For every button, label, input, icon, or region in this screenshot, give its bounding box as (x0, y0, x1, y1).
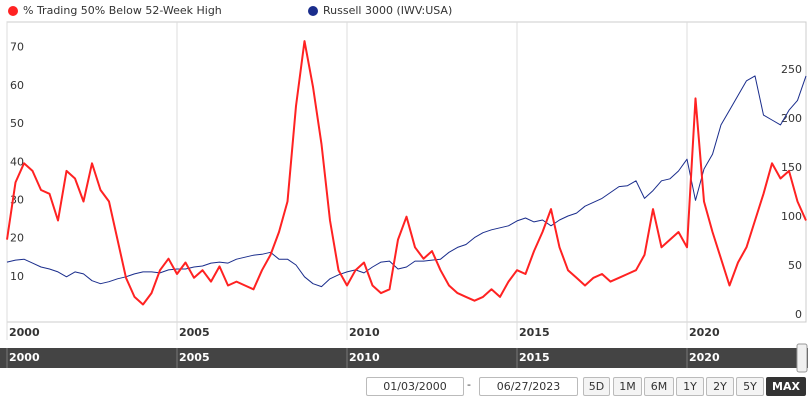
navigator-label: 2020 (689, 351, 720, 364)
y2-tick-label: 0 (795, 308, 802, 321)
y-tick-label: 10 (10, 270, 24, 283)
y2-tick-label: 250 (781, 63, 802, 76)
navigator-label: 2015 (519, 351, 550, 364)
y-tick-label: 20 (10, 232, 24, 245)
legend-marker (8, 6, 18, 16)
legend-label: Russell 3000 (IWV:USA) (323, 4, 452, 17)
range-button[interactable]: 6M (644, 377, 674, 396)
navigator[interactable] (0, 348, 808, 368)
x-tick-label: 2020 (689, 326, 720, 339)
navigator-label: 2005 (179, 351, 210, 364)
y-tick-label: 70 (10, 41, 24, 54)
navigator-label: 2000 (9, 351, 40, 364)
navigator-handle[interactable] (796, 343, 808, 373)
series-line (6, 75, 807, 288)
y2-tick-label: 150 (781, 161, 802, 174)
range-button[interactable]: 1M (613, 377, 642, 396)
date-separator: - (467, 378, 471, 391)
range-button[interactable]: 2Y (706, 377, 734, 396)
x-tick-label: 2015 (519, 326, 550, 339)
x-tick-label: 2005 (179, 326, 210, 339)
x-tick-label: 2010 (349, 326, 380, 339)
range-button[interactable]: 5Y (736, 377, 764, 396)
y-tick-label: 60 (10, 79, 24, 92)
legend-label: % Trading 50% Below 52-Week High (23, 4, 222, 17)
range-button[interactable]: MAX (766, 377, 806, 396)
y2-tick-label: 100 (781, 210, 802, 223)
start-date[interactable]: 01/03/2000 (366, 377, 464, 396)
series-line (6, 40, 807, 306)
range-button[interactable]: 5D (583, 377, 610, 396)
end-date[interactable]: 06/27/2023 (479, 377, 578, 396)
legend-marker (308, 6, 318, 16)
navigator-label: 2010 (349, 351, 380, 364)
x-tick-label: 2000 (9, 326, 40, 339)
y-tick-label: 40 (10, 155, 24, 168)
range-button[interactable]: 1Y (676, 377, 704, 396)
y-tick-label: 50 (10, 117, 24, 130)
y2-tick-label: 50 (788, 259, 802, 272)
